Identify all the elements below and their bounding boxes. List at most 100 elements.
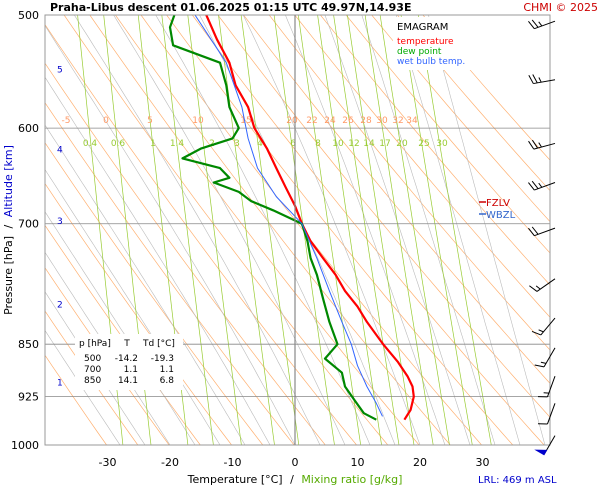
- wind-barb: [528, 139, 556, 150]
- dry-adiabat: [140, 15, 482, 445]
- legend-wet-bulb: wet bulb temp.: [397, 57, 465, 67]
- theta-label: 20: [286, 116, 298, 126]
- wet-bulb-profile: [194, 15, 383, 417]
- x-axis-separator: /: [290, 473, 294, 486]
- mixing-ratio-label: 1: [150, 139, 156, 149]
- dry-adiabat: [371, 15, 550, 223]
- y-axis-altitude-label: Altitude [km]: [2, 145, 15, 217]
- wind-barb-half-feather: [538, 142, 542, 148]
- theta-label: 0: [103, 116, 109, 126]
- mixing-ratio-line: [347, 15, 415, 445]
- dry-adiabat: [294, 15, 550, 318]
- legend-dew-point: dew point: [397, 47, 442, 57]
- values-table-bg: [75, 334, 183, 390]
- temperature-tick-label: 10: [351, 456, 365, 469]
- moist-adiabat: [45, 168, 221, 445]
- altitude-tick-label: 3: [57, 217, 63, 227]
- table-row-td: -19.3: [151, 354, 174, 364]
- temperature-profile: [205, 15, 415, 421]
- mixing-ratio-line: [418, 15, 492, 445]
- theta-label: 26: [342, 116, 354, 126]
- mixing-ratio-line: [273, 15, 335, 445]
- pressure-tick-label: 925: [18, 391, 39, 404]
- dry-adiabat: [45, 62, 326, 445]
- altitude-tick-label: 1: [57, 379, 63, 389]
- x-axis-title: Temperature [°C] / Mixing ratio [g/kg]: [187, 473, 403, 486]
- moist-adiabat: [428, 15, 546, 445]
- mixing-ratio-label: 6: [290, 139, 296, 149]
- moist-adiabat: [242, 15, 421, 445]
- wind-barb-staff: [534, 20, 556, 30]
- chart-title: Praha-Libus descent 01.06.2025 01:15 UTC…: [50, 1, 411, 14]
- wind-barb-half-feather: [540, 361, 547, 364]
- wind-barb-feather: [532, 74, 538, 84]
- temperature-axis: -30 -20 -10 0 10 20 30: [99, 456, 490, 469]
- dry-adiabat: [166, 15, 514, 445]
- wind-barb: [528, 19, 556, 30]
- wind-barb: [534, 435, 556, 456]
- wind-barb-half-feather: [538, 77, 542, 83]
- theta-label: -5: [62, 116, 71, 126]
- mixing-ratio-label: 30: [436, 139, 448, 149]
- dry-adiabat: [191, 15, 545, 445]
- table-header-p: p [hPa]: [79, 339, 111, 349]
- theta-label: 22: [306, 116, 317, 126]
- theta-label: 5: [147, 116, 153, 126]
- theta-label: 30: [376, 116, 388, 126]
- temperature-tick-label: -20: [161, 456, 179, 469]
- legend-title: EMAGRAM: [397, 22, 448, 33]
- dry-adiabat: [243, 15, 550, 384]
- wind-barb: [528, 226, 556, 237]
- mixing-ratio-line: [297, 15, 362, 445]
- wind-barb-feather: [529, 285, 538, 292]
- table-header-td: Td [°C]: [142, 339, 175, 349]
- credit-label: CHMI © 2025: [523, 1, 598, 14]
- altitude-tick-label: 5: [57, 65, 63, 75]
- x-axis-temperature-label: Temperature [°C]: [187, 473, 283, 486]
- wind-barb: [531, 317, 556, 336]
- pressure-tick-label: 600: [18, 122, 39, 135]
- dry-adiabat: [45, 354, 107, 445]
- pressure-tick-label: 850: [18, 338, 39, 351]
- x-axis-mixing-label: Mixing ratio [g/kg]: [301, 473, 402, 486]
- mixing-ratio-line: [333, 15, 400, 445]
- wind-barb: [529, 278, 556, 292]
- altitude-axis: 1 2 3 4 5: [57, 65, 63, 388]
- wind-barb-feather: [528, 20, 535, 30]
- y-axis-title: Pressure [hPa] / Altitude [km]: [2, 145, 15, 315]
- theta-label: 32: [392, 116, 403, 126]
- legend-frame: [393, 17, 473, 70]
- wind-barb-feather: [531, 19, 539, 28]
- wind-barbs: [528, 19, 556, 456]
- moist-adiabat: [45, 76, 271, 445]
- mixing-ratio-line: [400, 15, 473, 445]
- mixing-ratio-label: 8: [315, 139, 321, 149]
- moist-adiabat: [361, 15, 496, 445]
- table-row-t: -14.2: [115, 354, 138, 364]
- dew-point-profile: [168, 15, 377, 421]
- dry-adiabat: [396, 15, 550, 192]
- table-header-t: T: [123, 339, 130, 349]
- mixing-ratio-line: [161, 15, 214, 445]
- wbzl-label: WBZL: [486, 210, 516, 221]
- wind-barb-half-feather: [535, 285, 541, 290]
- altitude-tick-label: 2: [57, 300, 63, 310]
- wind-barb-half-feather: [538, 329, 544, 333]
- mixing-ratio-line: [364, 15, 434, 445]
- wind-barb-feather: [531, 139, 539, 149]
- dry-adiabat: [45, 182, 232, 445]
- values-table: p [hPa] T Td [°C] 500 -14.2 -19.3 700 1.…: [75, 334, 183, 390]
- wind-barb-half-feather: [538, 182, 543, 188]
- temperature-tick-label: 20: [413, 456, 427, 469]
- altitude-tick-label: 4: [57, 145, 63, 155]
- moist-adiabat: [285, 15, 446, 445]
- table-row-td: 1.1: [160, 365, 174, 375]
- table-row-p: 500: [84, 354, 101, 364]
- mixing-ratio-label: 25: [418, 139, 429, 149]
- moist-adiabat: [324, 15, 471, 445]
- dry-adiabat: [89, 15, 420, 445]
- theta-label: 15: [240, 116, 251, 126]
- mixing-ratio-label: 17: [379, 139, 390, 149]
- mixing-ratio-label: 3: [234, 139, 240, 149]
